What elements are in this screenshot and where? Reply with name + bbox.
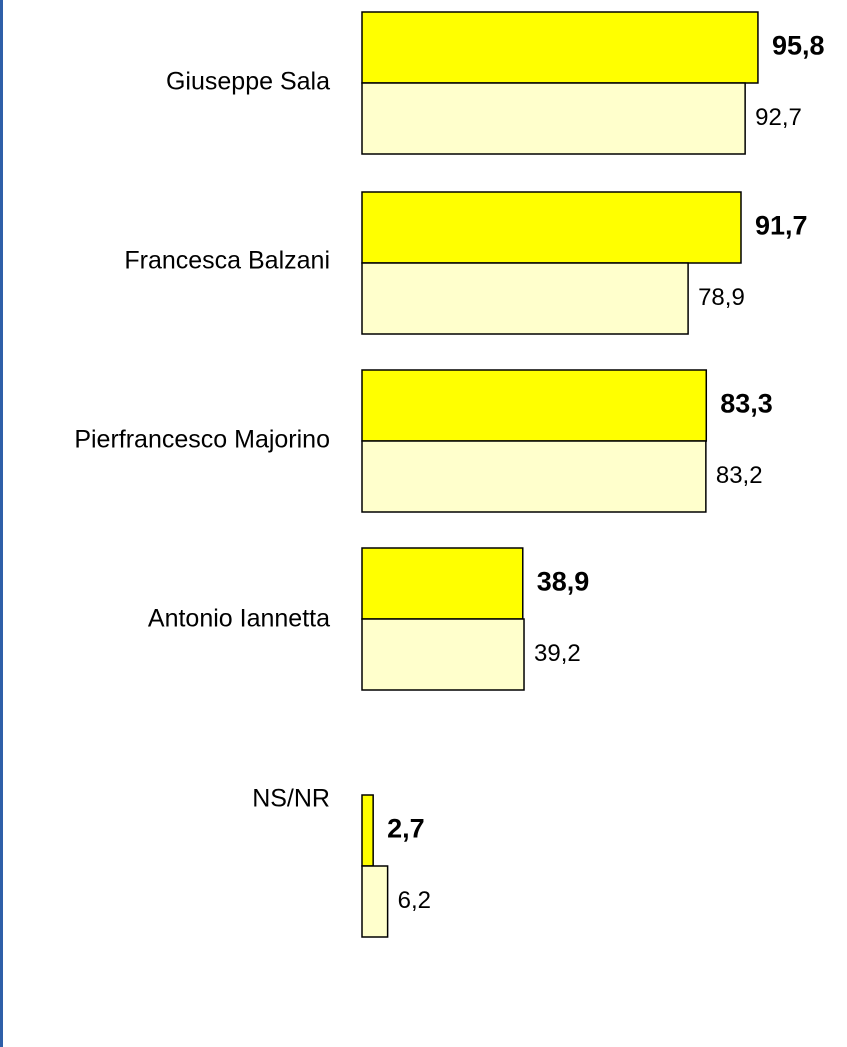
- category-label: Francesca Balzani: [124, 247, 330, 275]
- bar: [361, 262, 689, 335]
- value-label: 2,7: [387, 814, 425, 844]
- bar: [361, 369, 708, 442]
- value-label: 95,8: [772, 31, 825, 61]
- value-label: 92,7: [755, 104, 802, 131]
- bar: [361, 618, 525, 691]
- category-label: NS/NR: [252, 785, 330, 813]
- category-label: Giuseppe Sala: [166, 68, 330, 96]
- bar: [361, 82, 746, 155]
- category-label: Pierfrancesco Majorino: [74, 426, 330, 454]
- value-label: 83,3: [720, 389, 773, 419]
- bar: [361, 865, 389, 938]
- value-label: 38,9: [537, 567, 590, 597]
- value-label: 39,2: [534, 640, 581, 667]
- value-label: 78,9: [698, 284, 745, 311]
- bar: [361, 11, 759, 84]
- value-label: 83,2: [716, 462, 763, 489]
- value-label: 91,7: [755, 211, 808, 241]
- bar: [361, 794, 374, 867]
- bar: [361, 547, 524, 620]
- bar: [361, 191, 742, 264]
- category-label: Antonio Iannetta: [148, 605, 330, 633]
- value-label: 6,2: [398, 887, 431, 914]
- bar: [361, 440, 707, 513]
- left-border: [0, 0, 3, 1047]
